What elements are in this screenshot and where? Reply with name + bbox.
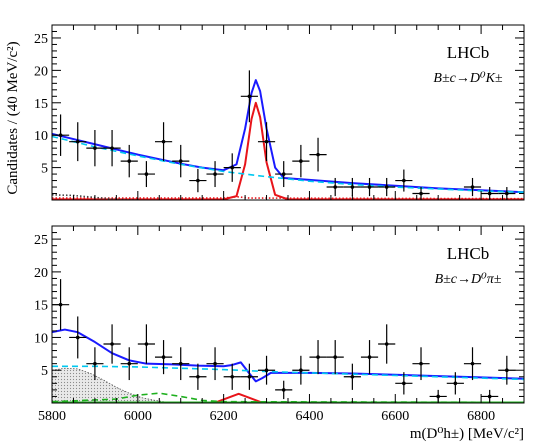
bottom-data-point [309,340,327,375]
top-y-tick-label: 10 [34,129,48,144]
bottom-y-tick-label: 5 [41,364,48,379]
top-data-point [86,130,104,167]
bottom-x-tick-label: 6600 [381,409,409,424]
bottom-data-point [69,316,87,359]
bottom-data-point [463,347,482,381]
top-data-point [257,122,276,162]
bottom-data-point [257,355,276,385]
bottom-x-tick-label: 6800 [467,409,495,424]
bottom-y-tick-label: 20 [34,266,48,281]
top-data-point [498,187,516,200]
y-axis-label: Candidates / (40 MeV/c²) [5,41,21,194]
bottom-data-point [172,347,190,381]
top-y-tick-label: 20 [34,64,48,79]
top-data-point [172,144,190,178]
top-decay-label: B±c→D⁰K± [433,71,503,86]
bottom-data-point [412,347,430,381]
bottom-fit-curve-0 [52,328,524,383]
bottom-data-point [395,372,413,395]
bottom-data-point [275,380,293,400]
bottom-data-point [378,324,396,364]
top-data-point [137,161,155,188]
bottom-y-tick-label: 15 [34,299,48,314]
top-data-point [309,137,327,172]
bottom-data-point [292,355,310,385]
bottom-x-tick-label: 6200 [210,409,238,424]
top-data-point [223,153,241,182]
top-data-point [189,168,207,193]
top-plot-area [52,70,524,200]
top-fit-curve-1 [52,101,524,200]
bottom-y-tick-label: 10 [34,331,48,346]
bottom-panel: 5800 6000 6200 6400 6600 6800 5 10 15 20 25 LHCb B±c… [34,225,525,424]
bottom-y-tick-label: 25 [34,233,48,248]
bottom-data-point [86,347,104,381]
top-y-tick-label: 5 [41,162,48,177]
top-data-point [275,161,293,188]
top-data-point [69,122,87,162]
bottom-fit-curve-1 [52,365,524,381]
top-data-point [206,161,224,188]
bottom-plot-area [52,279,524,403]
bottom-data-point [189,363,207,390]
top-data-point [154,122,173,162]
x-axis-label: m(D⁰h±) [MeV/c²] [410,426,524,442]
bottom-data-point [343,363,361,390]
bottom-data-point [326,340,344,375]
top-data-point [103,130,121,167]
bottom-x-tick-label: 5800 [38,409,66,424]
bottom-data-point [360,340,379,375]
top-panel: 5 10 15 20 25 LHCb B±c→D⁰K± [34,24,525,201]
bottom-data-point [154,340,173,375]
top-data-point [292,144,310,178]
top-data-point [343,177,361,197]
bottom-data-point [240,363,258,390]
top-data-point [463,177,482,197]
bottom-data-point [223,363,241,390]
top-data-point [326,177,344,197]
top-fit-curve-2 [52,135,524,194]
bottom-data-point [481,389,499,403]
top-y-tick-label: 15 [34,97,48,112]
top-data-point [240,70,258,123]
bottom-x-tick-label: 6400 [295,409,323,424]
bottom-shaded-background [52,367,177,403]
top-data-point [360,177,379,197]
top-experiment-label: LHCb [447,43,490,62]
bottom-x-tick-label: 6000 [124,409,152,424]
bottom-experiment-label: LHCb [447,244,490,263]
bottom-data-point [137,324,155,364]
bottom-decay-label: B±c→D⁰π± [435,272,502,287]
top-data-point [395,169,413,192]
top-y-tick-label: 25 [34,32,48,47]
top-data-point [481,187,499,200]
top-data-point [412,187,430,200]
bottom-data-point [206,347,224,381]
top-data-point [120,144,138,178]
top-data-point [378,177,396,197]
bottom-data-point [120,347,138,381]
bottom-data-point [446,372,464,395]
top-fit-curve-0 [52,79,524,194]
bottom-data-point [498,355,516,385]
bottom-data-point [103,324,121,364]
